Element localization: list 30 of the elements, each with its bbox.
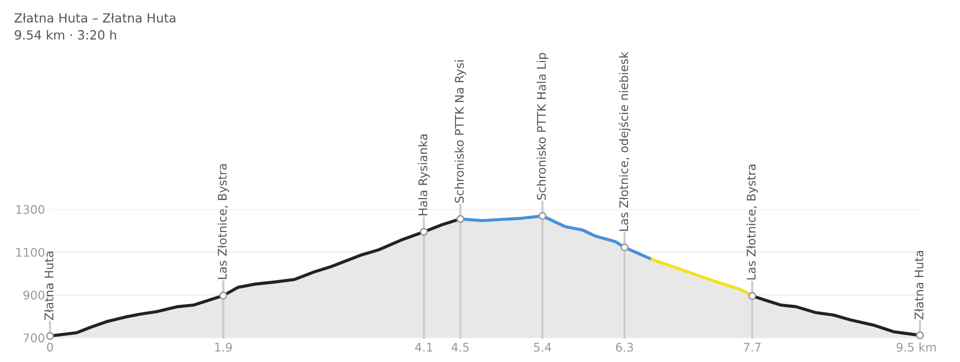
x-tick-label: 9.5 km: [896, 342, 936, 352]
x-tick-label: 7.7: [744, 342, 761, 352]
point: [748, 292, 756, 300]
point: [916, 331, 924, 340]
chart-subtitle: 9.54 km · 3:20 h: [14, 30, 116, 40]
x-tick-label: 4.5: [452, 342, 469, 352]
y-tick-label: 1300: [16, 205, 44, 214]
y-tick-label: 700: [24, 333, 44, 342]
x-tick-label: 0: [47, 342, 53, 352]
y-tick-label: 1100: [16, 248, 44, 257]
point: [620, 243, 628, 252]
point: [420, 228, 428, 236]
x-tick-label: 5.4: [534, 342, 552, 352]
x-tick-label: 4.1: [415, 342, 432, 352]
ref-line-label: Las Złotnice, Bystra: [746, 164, 758, 280]
chart-title: Złatna Huta – Złatna Huta: [14, 12, 176, 23]
ref-line-label: Las Złotnice, Bystra: [218, 164, 229, 279]
ref-line-label: Złatna Huta: [44, 252, 54, 320]
x-tick-label: 1.9: [215, 342, 232, 352]
x-tick-label: 6.3: [616, 342, 633, 352]
ref-line-label: Złatna Huta: [914, 251, 924, 320]
ref-line-label: Hala Rysianka: [418, 134, 430, 216]
point: [456, 214, 464, 223]
ref-line-label: Schronisko PTTK Hala Lip: [536, 53, 548, 200]
point: [219, 292, 228, 300]
ref-line-label: Schronisko PTTK Na Rysi: [454, 60, 466, 203]
point: [46, 332, 54, 340]
ref-line-label: Las Złotnice, odejście niebiesk: [618, 52, 630, 231]
point: [538, 212, 546, 220]
y-tick-label: 900: [23, 290, 44, 300]
